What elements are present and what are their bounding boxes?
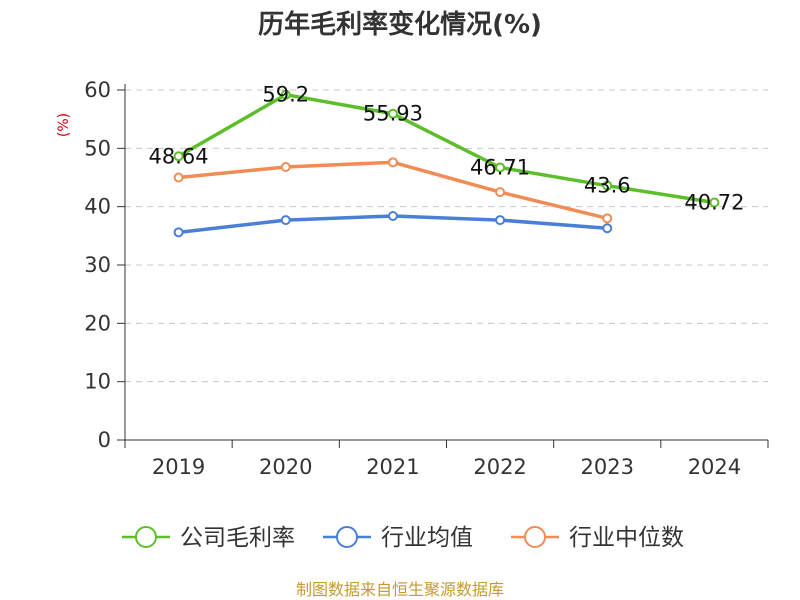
- data-point[interactable]: [495, 162, 506, 173]
- legend-marker[interactable]: [135, 526, 157, 548]
- data-label: 43.6: [584, 174, 631, 198]
- series-line: [176, 92, 717, 205]
- x-tick-label: 2020: [259, 455, 312, 479]
- y-tick-label: 30: [84, 253, 111, 277]
- legend-marker[interactable]: [524, 526, 546, 548]
- legend-label[interactable]: 行业中位数: [569, 525, 684, 551]
- data-point[interactable]: [495, 187, 506, 198]
- chart-title: 历年毛利率变化情况(%): [258, 9, 542, 40]
- data-point[interactable]: [387, 108, 398, 119]
- data-point[interactable]: [173, 151, 184, 162]
- data-point[interactable]: [709, 197, 720, 208]
- data-label: 40.72: [684, 190, 744, 214]
- data-label: 48.64: [149, 144, 209, 168]
- legend-label[interactable]: 公司毛利率: [180, 525, 295, 551]
- legend-label[interactable]: 行业均值: [381, 525, 473, 551]
- y-tick-label: 20: [84, 311, 111, 335]
- y-tick-label: 40: [84, 195, 111, 219]
- y-axis-label: (%): [56, 113, 72, 137]
- legend-marker[interactable]: [336, 526, 358, 548]
- axes: 0 10 20 30 40 50 60 2019 2020 2021 2022 2023 2024: [84, 78, 769, 479]
- data-labels: 48.64 59.2 55.93 46.71 43.6 40.72: [149, 83, 745, 215]
- data-point[interactable]: [280, 215, 291, 226]
- data-point[interactable]: [280, 162, 291, 172]
- data-point[interactable]: [387, 211, 398, 221]
- data-point[interactable]: [387, 157, 398, 168]
- x-tick-label: 2021: [366, 455, 419, 479]
- data-point[interactable]: [173, 172, 184, 183]
- legend: 公司毛利率 行业均值 行业中位数: [122, 525, 684, 551]
- data-point[interactable]: [280, 89, 291, 100]
- series-line: [176, 160, 609, 221]
- source-note: 制图数据来自恒生聚源数据库: [296, 580, 504, 599]
- data-point[interactable]: [602, 180, 613, 191]
- data-label: 55.93: [363, 102, 423, 126]
- x-tick-label: 2024: [688, 455, 741, 479]
- y-tick-label: 10: [84, 370, 111, 394]
- y-tick-label: 60: [84, 78, 111, 102]
- data-label: 46.71: [470, 156, 530, 180]
- data-point[interactable]: [602, 223, 613, 234]
- x-tick-label: 2019: [152, 455, 205, 479]
- data-point[interactable]: [495, 215, 506, 226]
- y-tick-label: 0: [98, 428, 111, 452]
- grid-lines: [125, 89, 768, 383]
- data-point[interactable]: [602, 213, 613, 224]
- y-tick-label: 50: [84, 136, 111, 160]
- x-tick-label: 2022: [473, 455, 526, 479]
- data-point[interactable]: [173, 227, 184, 238]
- data-label: 59.2: [262, 83, 309, 107]
- series-layer: [173, 89, 720, 238]
- x-tick-label: 2023: [581, 455, 634, 479]
